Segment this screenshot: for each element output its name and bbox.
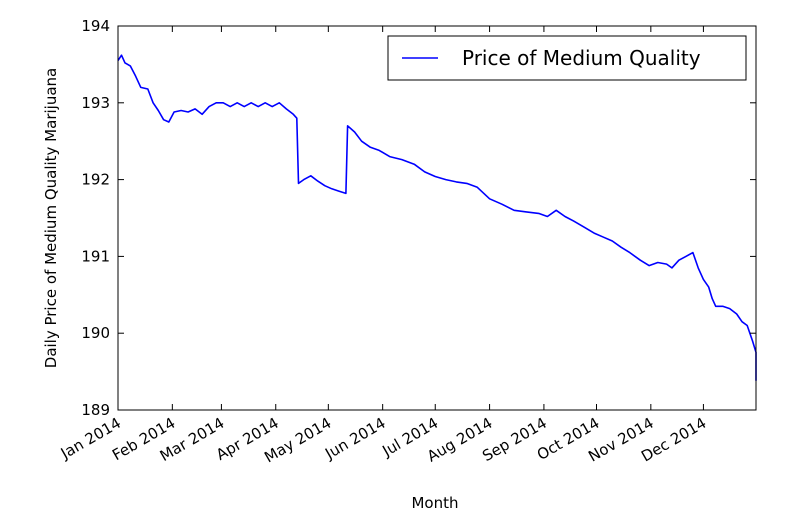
y-tick-label: 194: [81, 17, 110, 35]
y-tick-label: 193: [81, 94, 110, 112]
y-axis-title: Daily Price of Medium Quality Marijuana: [42, 68, 60, 368]
y-tick-label: 191: [81, 247, 110, 265]
series-line-0: [117, 54, 757, 381]
series-layer: [117, 54, 757, 381]
x-axis-title: Month: [411, 494, 458, 512]
legend: Price of Medium Quality: [387, 35, 747, 81]
y-axis: 189 190 191 192 193 194: [81, 17, 756, 419]
y-tick-label: 189: [81, 401, 110, 419]
legend-label: Price of Medium Quality: [462, 46, 701, 70]
plot-frame: [117, 25, 757, 411]
y-tick-label: 192: [81, 171, 110, 189]
legend-box: [387, 35, 747, 81]
y-tick-label: 190: [81, 324, 110, 342]
